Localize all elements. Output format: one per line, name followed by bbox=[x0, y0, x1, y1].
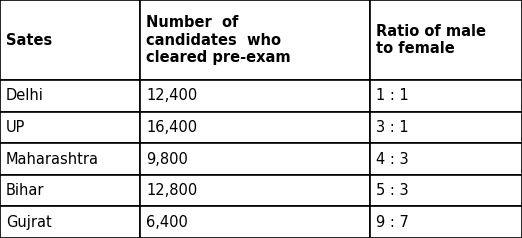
Bar bbox=[0, 0, 140, 80]
Bar bbox=[0, 80, 140, 112]
Text: 3 : 1: 3 : 1 bbox=[376, 120, 409, 135]
Text: Delhi: Delhi bbox=[6, 88, 44, 103]
Bar bbox=[140, 80, 370, 112]
Text: 12,400: 12,400 bbox=[146, 88, 197, 103]
Text: Gujrat: Gujrat bbox=[6, 215, 52, 230]
Text: 12,800: 12,800 bbox=[146, 183, 197, 198]
Text: 4 : 3: 4 : 3 bbox=[376, 152, 409, 167]
Bar bbox=[370, 206, 522, 238]
Bar bbox=[140, 0, 370, 80]
Text: Maharashtra: Maharashtra bbox=[6, 152, 99, 167]
Text: 16,400: 16,400 bbox=[146, 120, 197, 135]
Bar bbox=[370, 112, 522, 143]
Text: Sates: Sates bbox=[6, 33, 52, 48]
Bar bbox=[370, 80, 522, 112]
Text: UP: UP bbox=[6, 120, 26, 135]
Text: 1 : 1: 1 : 1 bbox=[376, 88, 409, 103]
Bar bbox=[370, 143, 522, 175]
Bar bbox=[0, 143, 140, 175]
Bar bbox=[140, 206, 370, 238]
Text: Ratio of male
to female: Ratio of male to female bbox=[376, 24, 486, 56]
Bar bbox=[140, 143, 370, 175]
Text: Number  of
candidates  who
cleared pre-exam: Number of candidates who cleared pre-exa… bbox=[146, 15, 291, 65]
Bar bbox=[0, 206, 140, 238]
Bar bbox=[140, 112, 370, 143]
Bar bbox=[0, 175, 140, 206]
Text: 6,400: 6,400 bbox=[146, 215, 188, 230]
Bar bbox=[370, 0, 522, 80]
Text: 9 : 7: 9 : 7 bbox=[376, 215, 409, 230]
Bar bbox=[370, 175, 522, 206]
Bar bbox=[0, 112, 140, 143]
Text: Bihar: Bihar bbox=[6, 183, 44, 198]
Bar bbox=[140, 175, 370, 206]
Text: 9,800: 9,800 bbox=[146, 152, 188, 167]
Text: 5 : 3: 5 : 3 bbox=[376, 183, 409, 198]
